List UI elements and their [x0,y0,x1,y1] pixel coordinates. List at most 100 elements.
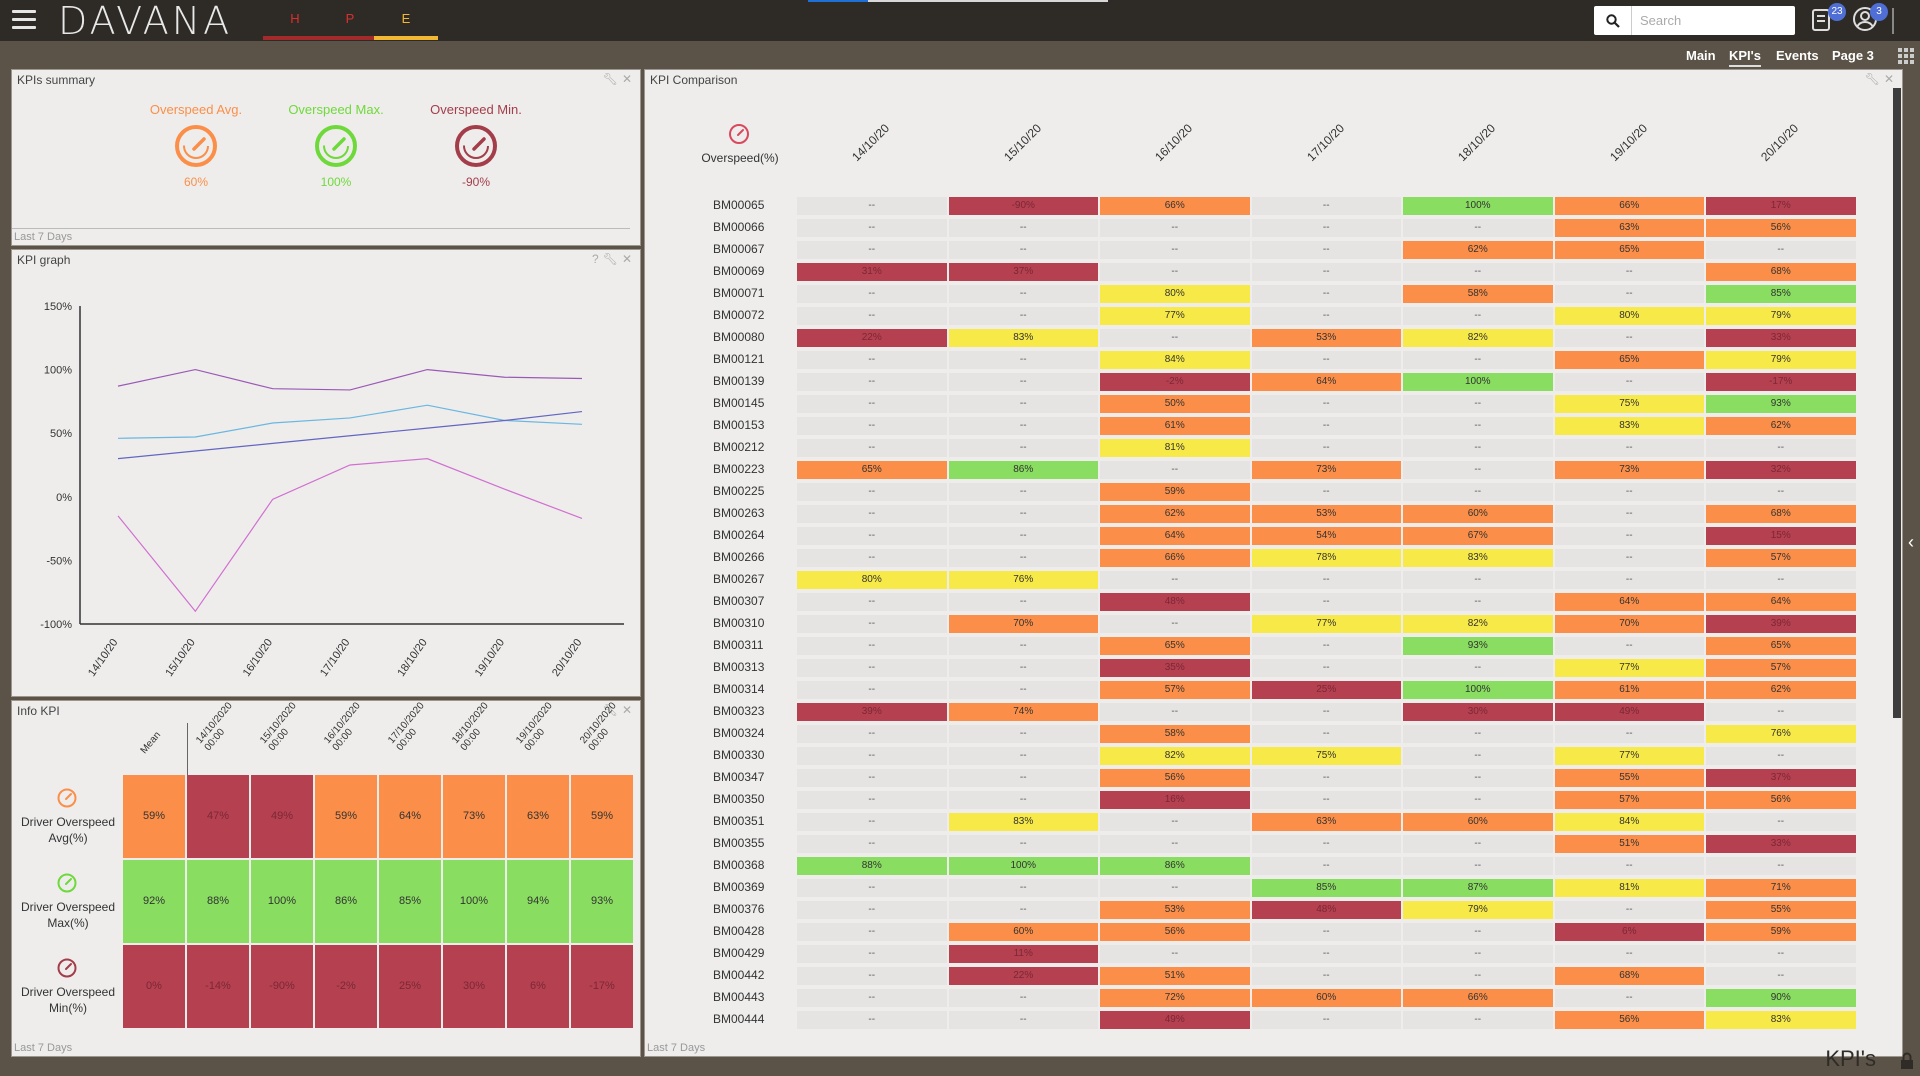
comparison-cell[interactable]: 62% [1706,681,1856,699]
comparison-cell[interactable]: 100% [948,857,1098,875]
comparison-cell[interactable]: 77% [1554,659,1704,677]
comparison-cell[interactable]: -- [1554,329,1704,347]
comparison-cell[interactable]: 63% [1554,219,1704,237]
comparison-cell[interactable]: -- [797,923,947,941]
comparison-cell[interactable]: -- [1554,285,1704,303]
comparison-cell[interactable]: -90% [948,197,1098,215]
comparison-cell[interactable]: -- [797,725,947,743]
comparison-cell[interactable]: 55% [1554,769,1704,787]
comparison-cell[interactable]: -- [948,439,1098,457]
comparison-cell[interactable]: -- [948,659,1098,677]
comparison-cell[interactable]: 82% [1403,615,1553,633]
user-icon[interactable]: 3 [1852,3,1888,36]
comparison-cell[interactable]: 86% [1100,857,1250,875]
comparison-cell[interactable]: 51% [1554,835,1704,853]
comparison-cell[interactable]: -- [797,615,947,633]
comparison-cell[interactable]: -- [1554,637,1704,655]
comparison-cell[interactable]: -- [797,637,947,655]
comparison-cell[interactable]: 57% [1706,549,1856,567]
comparison-cell[interactable]: -- [1403,945,1553,963]
comparison-cell[interactable]: 53% [1251,505,1401,523]
comparison-cell[interactable]: -- [1100,219,1250,237]
comparison-cell[interactable]: 49% [1100,1011,1250,1029]
comparison-cell[interactable]: -- [1251,285,1401,303]
comparison-cell[interactable]: -- [1100,945,1250,963]
close-icon[interactable]: ✕ [1883,72,1898,86]
comparison-cell[interactable]: 84% [1100,351,1250,369]
comparison-cell[interactable]: -- [1554,373,1704,391]
comparison-cell[interactable]: -- [1554,857,1704,875]
comparison-cell[interactable]: 63% [1251,813,1401,831]
comparison-cell[interactable]: -- [1100,813,1250,831]
comparison-cell[interactable]: -- [797,791,947,809]
comparison-cell[interactable]: 49% [1554,703,1704,721]
comparison-cell[interactable]: 60% [1251,989,1401,1007]
comparison-cell[interactable]: 86% [948,461,1098,479]
comparison-cell[interactable]: -- [1100,835,1250,853]
search-icon[interactable] [1594,6,1632,35]
comparison-cell[interactable]: -- [948,527,1098,545]
comparison-cell[interactable]: 39% [797,703,947,721]
comparison-cell[interactable]: -- [948,395,1098,413]
comparison-cell[interactable]: -- [1251,945,1401,963]
comparison-cell[interactable]: -- [1403,263,1553,281]
comparison-cell[interactable]: 50% [1100,395,1250,413]
comparison-cell[interactable]: 64% [1554,593,1704,611]
comparison-cell[interactable]: 70% [1554,615,1704,633]
comparison-cell[interactable]: -- [1554,901,1704,919]
comparison-cell[interactable]: 100% [1403,197,1553,215]
comparison-cell[interactable]: -- [948,791,1098,809]
comparison-cell[interactable]: -- [1403,835,1553,853]
chevron-left-icon[interactable]: ‹ [1908,532,1914,552]
comparison-cell[interactable]: -- [1251,417,1401,435]
comparison-cell[interactable]: -- [948,989,1098,1007]
comparison-cell[interactable]: -- [797,747,947,765]
comparison-cell[interactable]: -- [1251,857,1401,875]
comparison-cell[interactable]: -- [1706,571,1856,589]
comparison-cell[interactable]: -- [1706,483,1856,501]
tab-kpis[interactable]: KPI's [1729,48,1761,67]
comparison-cell[interactable]: -- [1554,571,1704,589]
comparison-cell[interactable]: 65% [797,461,947,479]
comparison-cell[interactable]: -- [948,241,1098,259]
comparison-cell[interactable]: 76% [1706,725,1856,743]
comparison-cell[interactable]: 58% [1403,285,1553,303]
comparison-cell[interactable]: 84% [1554,813,1704,831]
comparison-cell[interactable]: 66% [1100,197,1250,215]
comparison-cell[interactable]: 56% [1100,769,1250,787]
comparison-cell[interactable]: -- [1251,791,1401,809]
comparison-cell[interactable]: -- [797,241,947,259]
close-icon[interactable]: ✕ [621,72,636,86]
comparison-cell[interactable]: 83% [1706,1011,1856,1029]
comparison-cell[interactable]: -- [797,1011,947,1029]
comparison-cell[interactable]: -- [1403,857,1553,875]
comparison-cell[interactable]: -- [797,681,947,699]
comparison-cell[interactable]: 83% [948,329,1098,347]
comparison-cell[interactable]: 65% [1554,241,1704,259]
comparison-cell[interactable]: 79% [1706,307,1856,325]
comparison-cell[interactable]: 72% [1100,989,1250,1007]
comparison-cell[interactable]: -- [797,197,947,215]
comparison-cell[interactable]: 17% [1706,197,1856,215]
comparison-cell[interactable]: 62% [1100,505,1250,523]
comparison-cell[interactable]: -- [1100,461,1250,479]
comparison-cell[interactable]: 22% [797,329,947,347]
comparison-cell[interactable]: -- [1706,439,1856,457]
search-input[interactable] [1632,7,1787,34]
comparison-cell[interactable]: 75% [1554,395,1704,413]
comparison-cell[interactable]: -- [1403,571,1553,589]
comparison-cell[interactable]: 56% [1706,791,1856,809]
comparison-cell[interactable]: -- [797,285,947,303]
comparison-cell[interactable]: -- [1403,483,1553,501]
comparison-cell[interactable]: 53% [1100,901,1250,919]
comparison-cell[interactable]: -- [797,879,947,897]
comparison-cell[interactable]: -- [797,505,947,523]
comparison-cell[interactable]: 65% [1706,637,1856,655]
comparison-cell[interactable]: -- [1251,439,1401,457]
comparison-cell[interactable]: 65% [1554,351,1704,369]
comparison-cell[interactable]: 51% [1100,967,1250,985]
comparison-cell[interactable]: 60% [1403,505,1553,523]
comparison-cell[interactable]: 80% [1554,307,1704,325]
comparison-cell[interactable]: 37% [1706,769,1856,787]
comparison-cell[interactable]: 80% [797,571,947,589]
